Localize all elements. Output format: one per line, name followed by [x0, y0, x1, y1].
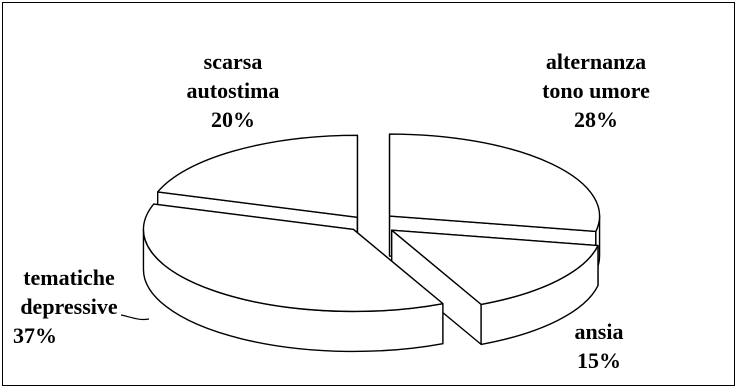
slice-label-ansia: ansia 15%	[559, 317, 639, 375]
slice-label-line: alternanza	[545, 49, 647, 74]
slice-label-line: tematiche	[23, 265, 115, 290]
slice-percent: 15%	[577, 348, 621, 373]
slice-percent: 37%	[13, 323, 57, 348]
slice-top-face	[142, 203, 444, 313]
slice-top-face	[391, 229, 599, 306]
slice-label-scarsa: scarsa autostima 20%	[168, 47, 298, 134]
leader-line	[120, 314, 150, 321]
chart-frame: alternanza tono umore 28% ansia 15% tema…	[2, 2, 735, 386]
slice-top-face	[157, 134, 359, 219]
slice-label-line: scarsa	[203, 49, 263, 74]
slice-label-line: ansia	[574, 319, 624, 344]
slice-label-alternanza: alternanza tono umore 28%	[521, 47, 671, 134]
slice-label-line: depressive	[20, 294, 118, 319]
slice-percent: 20%	[211, 107, 255, 132]
slice-label-tematiche: tematiche depressive 37%	[5, 263, 133, 350]
slice-label-line: autostima	[186, 78, 280, 103]
pie-chart	[120, 133, 601, 353]
slice-tematiche	[142, 203, 444, 353]
slice-ansia	[391, 229, 599, 346]
slice-percent: 28%	[574, 107, 618, 132]
slice-label-line: tono umore	[542, 78, 650, 103]
slice-top-face	[388, 133, 601, 233]
